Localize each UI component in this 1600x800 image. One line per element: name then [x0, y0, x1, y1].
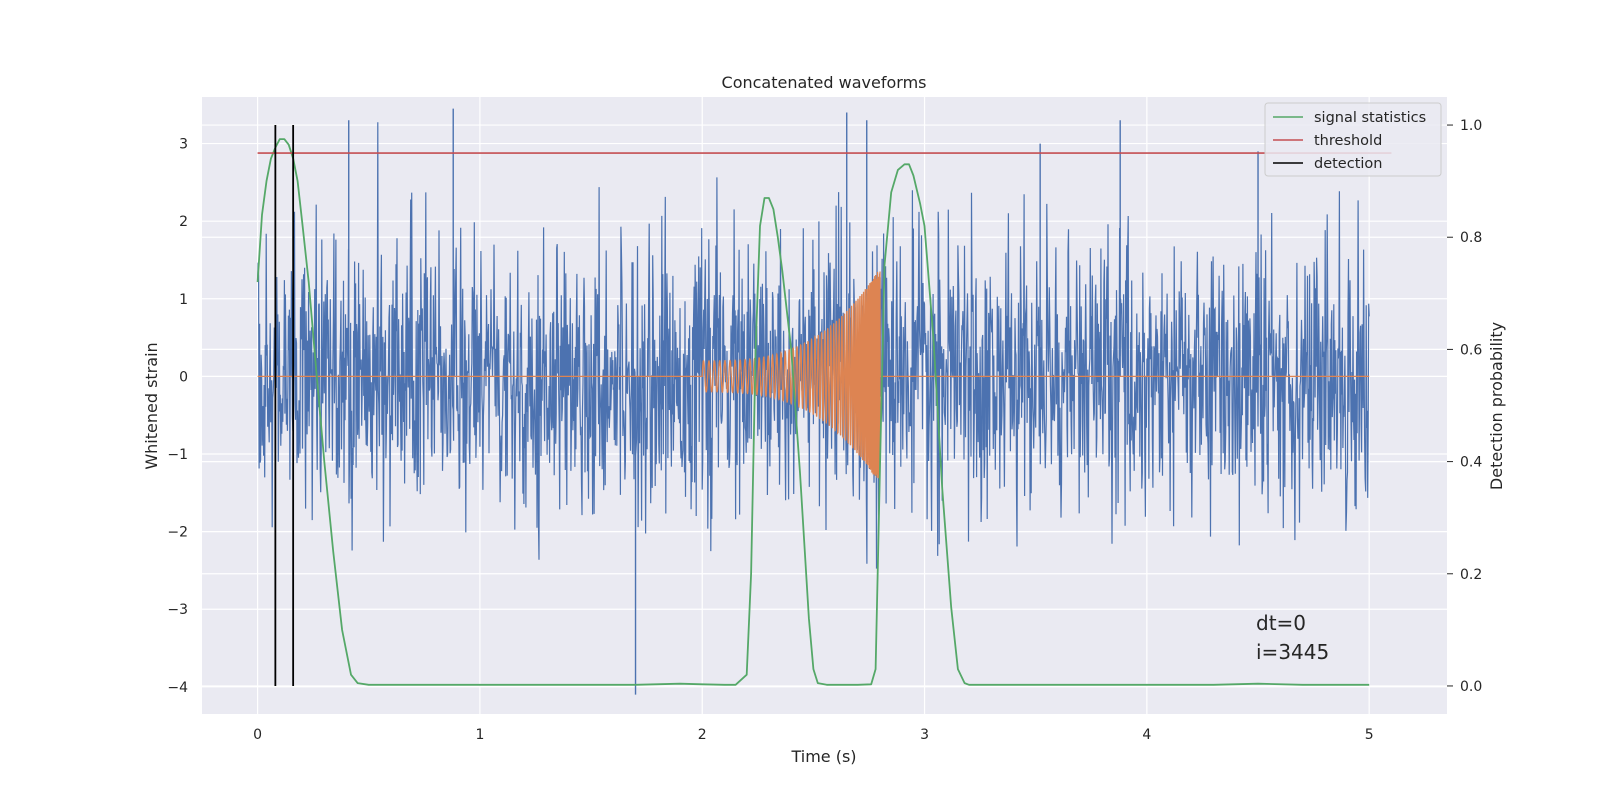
x-tick-label: 3: [920, 727, 929, 743]
tick-labels: 0 1 2 3 4 5 −4 −3 −2 −1 0 1 2 3 0.0 0.2 0.4 0.6 0.8 1.0: [167, 118, 1482, 743]
x-tick-label: 2: [698, 727, 707, 743]
y-tick-label-left: −1: [167, 447, 188, 463]
y-axis-left-title: Whitened strain: [142, 342, 161, 469]
noise-line: [257, 122, 1370, 569]
y-tick-label-left: 1: [179, 292, 188, 308]
y-tick-label-left: −2: [167, 525, 188, 541]
legend: signal statistics threshold detection: [1264, 102, 1442, 177]
y-axis-right-title: Detection probability: [1487, 322, 1506, 490]
legend-label-signal-statistics: signal statistics: [1314, 110, 1426, 126]
y-tick-label-right: 0.4: [1460, 455, 1482, 471]
x-tick-label: 5: [1365, 727, 1374, 743]
x-tick-label: 1: [475, 727, 484, 743]
chirp-series: [257, 271, 1370, 485]
y-tick-label-left: −3: [167, 602, 188, 618]
y-tick-label-right: 0.2: [1460, 567, 1482, 583]
y-tick-label-right: 0.8: [1460, 230, 1482, 246]
annotation-i: i=3445: [1256, 640, 1329, 664]
x-axis-title: Time (s): [790, 747, 856, 766]
y-tick-label-right: 1.0: [1460, 118, 1482, 134]
annotation-dt: dt=0: [1256, 611, 1306, 635]
detection-series: [274, 125, 295, 686]
y-tick-label-right: 0.0: [1460, 679, 1482, 695]
x-tick-label: 4: [1142, 727, 1151, 743]
chirp-line: [257, 271, 1370, 485]
chart-title: Concatenated waveforms: [722, 73, 927, 92]
y-tick-label-left: 0: [179, 369, 188, 385]
signal-statistics-series: [256, 138, 1370, 686]
y-tick-label-left: −4: [167, 680, 188, 696]
signal-statistics-line: [256, 138, 1370, 686]
legend-label-detection: detection: [1314, 156, 1382, 172]
y-tick-label-right: 0.6: [1460, 342, 1482, 358]
y-tick-label-left: 3: [179, 137, 188, 153]
y-tick-label-left: 2: [179, 214, 188, 230]
legend-label-threshold: threshold: [1314, 133, 1382, 149]
x-tick-label: 0: [253, 727, 262, 743]
legend-box: [1264, 102, 1442, 177]
